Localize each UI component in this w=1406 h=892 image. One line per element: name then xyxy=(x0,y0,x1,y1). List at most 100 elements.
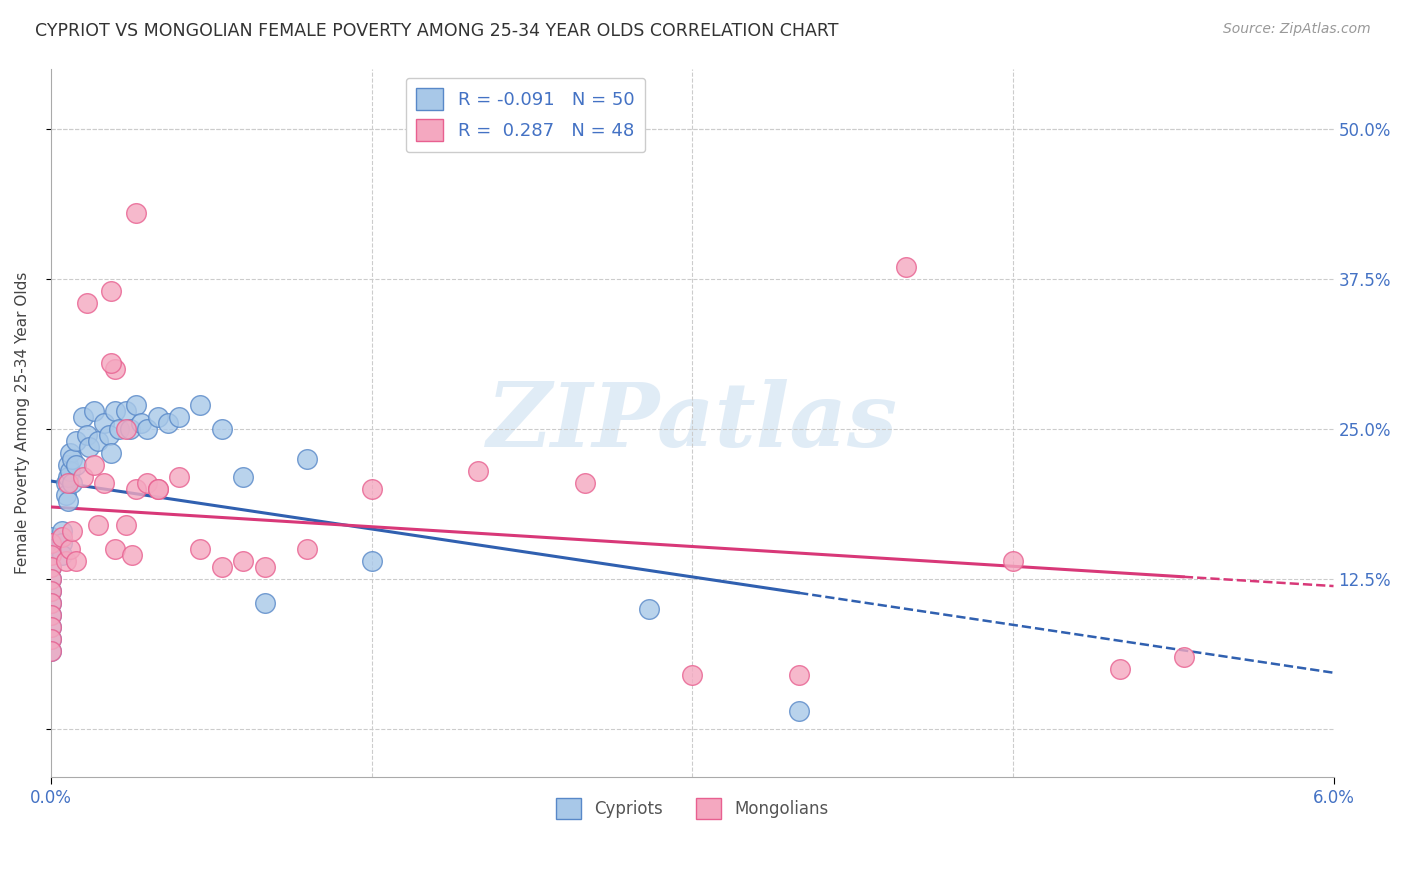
Point xyxy=(72,469,94,483)
Point xyxy=(39,548,62,562)
Point xyxy=(51,535,73,549)
Point xyxy=(1173,649,1195,664)
Point xyxy=(253,596,276,610)
Point xyxy=(360,554,382,568)
Point xyxy=(39,644,62,658)
Point xyxy=(681,668,703,682)
Point xyxy=(72,409,94,424)
Point xyxy=(167,469,190,483)
Text: CYPRIOT VS MONGOLIAN FEMALE POVERTY AMONG 25-34 YEAR OLDS CORRELATION CHART: CYPRIOT VS MONGOLIAN FEMALE POVERTY AMON… xyxy=(35,22,838,40)
Point xyxy=(59,464,82,478)
Point xyxy=(129,416,152,430)
Point xyxy=(65,554,87,568)
Point xyxy=(39,541,62,556)
Point xyxy=(76,427,98,442)
Point xyxy=(59,541,82,556)
Point xyxy=(55,488,77,502)
Point xyxy=(125,205,148,219)
Point xyxy=(39,559,62,574)
Point xyxy=(39,583,62,598)
Point xyxy=(136,422,159,436)
Point xyxy=(638,601,661,615)
Point xyxy=(125,482,148,496)
Point xyxy=(253,559,276,574)
Point xyxy=(87,434,110,448)
Legend: Cypriots, Mongolians: Cypriots, Mongolians xyxy=(548,791,835,825)
Point xyxy=(467,464,489,478)
Point xyxy=(118,422,141,436)
Point xyxy=(93,475,115,490)
Point xyxy=(51,530,73,544)
Point xyxy=(39,607,62,622)
Point xyxy=(83,458,105,472)
Point xyxy=(121,548,143,562)
Point xyxy=(232,469,254,483)
Point xyxy=(190,398,212,412)
Point xyxy=(39,596,62,610)
Point xyxy=(114,422,136,436)
Point xyxy=(232,554,254,568)
Point xyxy=(1108,662,1130,676)
Point xyxy=(39,644,62,658)
Point xyxy=(59,446,82,460)
Point xyxy=(51,524,73,538)
Point xyxy=(65,458,87,472)
Point xyxy=(60,451,83,466)
Point xyxy=(211,422,233,436)
Point xyxy=(39,572,62,586)
Point xyxy=(39,620,62,634)
Point xyxy=(97,427,120,442)
Point xyxy=(56,469,79,483)
Y-axis label: Female Poverty Among 25-34 Year Olds: Female Poverty Among 25-34 Year Olds xyxy=(15,271,30,574)
Point xyxy=(39,583,62,598)
Point xyxy=(104,361,127,376)
Point xyxy=(1001,554,1024,568)
Point xyxy=(39,559,62,574)
Point xyxy=(76,295,98,310)
Point xyxy=(108,422,131,436)
Point xyxy=(39,620,62,634)
Point xyxy=(157,416,180,430)
Text: Source: ZipAtlas.com: Source: ZipAtlas.com xyxy=(1223,22,1371,37)
Point xyxy=(39,607,62,622)
Point xyxy=(93,416,115,430)
Point xyxy=(360,482,382,496)
Point xyxy=(39,596,62,610)
Point xyxy=(56,493,79,508)
Point xyxy=(297,541,319,556)
Point xyxy=(39,632,62,646)
Point xyxy=(787,668,810,682)
Point xyxy=(39,530,62,544)
Point xyxy=(87,517,110,532)
Point xyxy=(60,475,83,490)
Point xyxy=(574,475,596,490)
Point xyxy=(39,632,62,646)
Point xyxy=(56,458,79,472)
Point xyxy=(125,398,148,412)
Point xyxy=(114,517,136,532)
Point xyxy=(100,356,122,370)
Point xyxy=(894,260,917,274)
Point xyxy=(60,524,83,538)
Point xyxy=(104,403,127,417)
Point xyxy=(146,409,169,424)
Point xyxy=(136,475,159,490)
Point xyxy=(79,440,101,454)
Point xyxy=(297,451,319,466)
Point xyxy=(190,541,212,556)
Point xyxy=(146,482,169,496)
Point xyxy=(56,475,79,490)
Point xyxy=(55,554,77,568)
Text: ZIPatlas: ZIPatlas xyxy=(486,379,897,466)
Point xyxy=(55,475,77,490)
Point xyxy=(39,535,62,549)
Point xyxy=(787,704,810,718)
Point xyxy=(100,446,122,460)
Point xyxy=(104,541,127,556)
Point xyxy=(83,403,105,417)
Point xyxy=(39,572,62,586)
Point xyxy=(100,284,122,298)
Point xyxy=(65,434,87,448)
Point xyxy=(146,482,169,496)
Point xyxy=(211,559,233,574)
